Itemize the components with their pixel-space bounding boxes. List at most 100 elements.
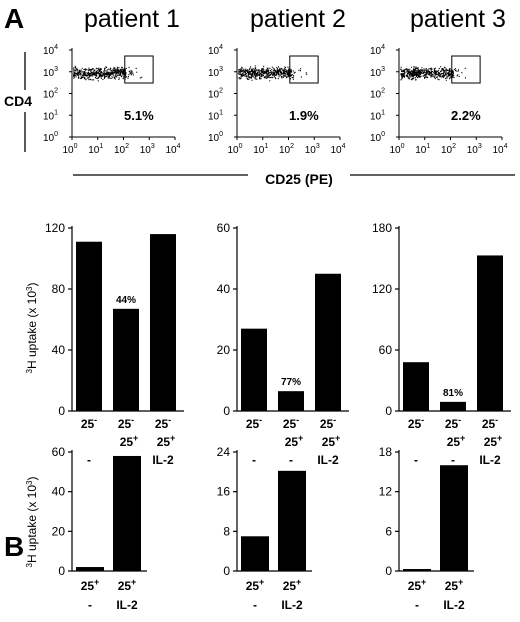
flow-x-tick-label: 104	[492, 143, 507, 156]
bar-category-label: 25+	[445, 577, 464, 593]
flow-x-tick-label: 104	[330, 143, 345, 156]
flow-x-tick-label: 103	[140, 143, 155, 156]
bar-category-label: 25+	[322, 433, 341, 449]
bar-y-tick-label: 120	[45, 221, 65, 235]
bar	[113, 455, 141, 571]
bar-condition-label: -	[88, 598, 92, 612]
flow-x-tick-label: 102	[114, 143, 129, 156]
flow-y-tick-label: 102	[208, 88, 223, 101]
bar	[241, 328, 267, 411]
bar-y-tick-label: 24	[217, 445, 231, 459]
bar	[278, 470, 306, 571]
flow-x-tick-label: 101	[415, 143, 430, 156]
bar-y-tick-label: 8	[223, 524, 230, 538]
flow-y-tick-label: 101	[43, 109, 58, 122]
bar-y-tick-label: 40	[217, 282, 231, 296]
bar-condition-label: IL-2	[281, 598, 303, 612]
bar-condition-label: -	[252, 453, 256, 467]
bar-category-label: 25-	[246, 415, 262, 431]
flow-y-tick-label: 101	[208, 109, 223, 122]
flow-x-tick-label: 100	[389, 143, 404, 156]
flow-x-tick-label: 101	[253, 143, 268, 156]
bar-y-tick-label: 0	[223, 404, 230, 418]
patient-title-3: patient 3	[410, 5, 506, 33]
bar-category-label: 25-	[118, 415, 134, 431]
bar-condition-label: IL-2	[317, 453, 339, 467]
flow-x-tick-label: 102	[441, 143, 456, 156]
flow-dot-cloud	[400, 66, 466, 81]
bar-y-tick-label: 0	[385, 404, 392, 418]
bar-y-tick-label: 0	[58, 564, 65, 578]
flow-plots: 1001001011011021021031031041045.1%100100…	[43, 44, 508, 156]
flow-y-tick-label: 100	[370, 131, 385, 144]
bar-y-tick-label: 120	[372, 282, 392, 296]
flow-y-tick-label: 104	[208, 44, 223, 57]
bar-y-tick-label: 60	[379, 343, 393, 357]
flow-dot-cloud	[73, 65, 143, 82]
ylabel-panel-b: 3H uptake (x 103)	[25, 477, 39, 568]
flow-dots	[400, 66, 466, 81]
bar-condition-label: IL-2	[116, 598, 138, 612]
panel-label-a: A	[4, 3, 24, 34]
bar	[403, 569, 431, 571]
bar-y-tick-label: 0	[58, 404, 65, 418]
gate-box	[124, 55, 154, 84]
bar-y-tick-label: 6	[385, 524, 392, 538]
bar-y-tick-label: 60	[217, 221, 231, 235]
flow-x-tick-label: 102	[279, 143, 294, 156]
flow-y-tick-label: 100	[43, 131, 58, 144]
bar-y-tick-label: 60	[52, 445, 66, 459]
flow-dots	[73, 65, 143, 82]
bar-chart: 0 8 16 24 25+ - 25+ IL-2	[217, 445, 312, 612]
bar-y-tick-label: 0	[223, 564, 230, 578]
bar	[440, 401, 466, 411]
patient-title-2: patient 2	[250, 5, 346, 33]
flow-dots	[238, 65, 308, 82]
bar-category-label: 25-	[81, 415, 97, 431]
bar-category-label: 25+	[484, 433, 503, 449]
flow-x-tick-label: 103	[467, 143, 482, 156]
bar	[440, 465, 468, 571]
bar-category-label: 25-	[408, 415, 424, 431]
bar-condition-label: -	[253, 598, 257, 612]
bar-category-label: 25-	[445, 415, 461, 431]
ylabel-panel-a: 3H uptake (x 103)	[25, 283, 39, 374]
bar-chart: 0 60 120 180 25- - 81% 25- 25+ - 25- 25+ IL-2	[372, 221, 511, 467]
flow-x-tick-label: 100	[62, 143, 77, 156]
patient-title-1: patient 1	[84, 5, 180, 33]
flow-dot-cloud	[238, 65, 308, 82]
bar-y-tick-label: 40	[52, 343, 66, 357]
flow-y-tick-label: 102	[43, 88, 58, 101]
bar-charts: 0408012025--44%25-25+-25-25+IL-202040602…	[45, 221, 511, 612]
bar-category-label: 25+	[246, 577, 265, 593]
bar-y-tick-label: 12	[379, 485, 393, 499]
bar	[241, 536, 269, 571]
bar-category-label: 25+	[81, 577, 100, 593]
bar-y-tick-label: 0	[385, 564, 392, 578]
cd25-label: CD25 (PE)	[265, 171, 333, 187]
flow-y-tick-label: 104	[370, 44, 385, 57]
bar	[150, 234, 176, 411]
bar-chart: 0 20 40 60 25- - 77% 25- 25+ - 25- 25+ IL-2	[217, 221, 349, 467]
bar	[113, 308, 139, 411]
bar	[403, 362, 429, 411]
bar-condition-label: IL-2	[479, 453, 501, 467]
bar-y-tick-label: 18	[379, 445, 393, 459]
bar-y-tick-label: 16	[217, 485, 231, 499]
flow-x-tick-label: 103	[305, 143, 320, 156]
flow-plot: 100 100 101 101 102 102 103 103 104 104 5.1%	[43, 44, 181, 156]
bar-category-label: 25-	[155, 415, 171, 431]
flow-y-tick-label: 100	[208, 131, 223, 144]
bar-condition-label: -	[451, 453, 455, 467]
bar-y-tick-label: 80	[52, 282, 66, 296]
flow-y-tick-label: 103	[43, 66, 58, 79]
flow-y-tick-label: 104	[43, 44, 58, 57]
bar-y-tick-label: 40	[52, 485, 66, 499]
bar-condition-label: IL-2	[443, 598, 465, 612]
bar-category-label: 25+	[120, 433, 139, 449]
bar-y-tick-label: 20	[217, 343, 231, 357]
gate-box	[289, 55, 319, 84]
bar-category-label: 25+	[447, 433, 466, 449]
